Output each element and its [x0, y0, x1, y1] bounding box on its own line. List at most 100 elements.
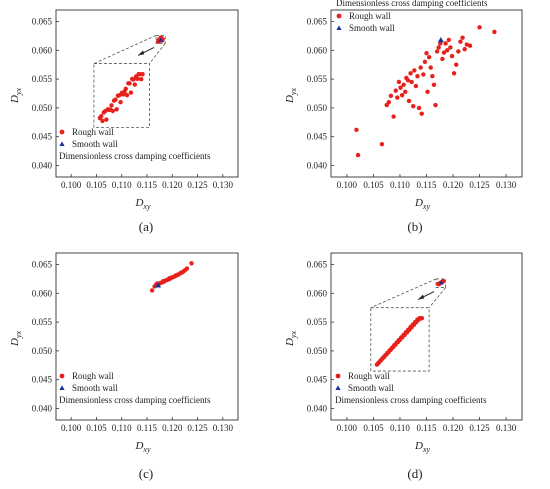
rough-wall-point	[396, 79, 402, 85]
legend-smooth-label: Smooth wall	[72, 139, 118, 149]
x-tick-label: 0.120	[443, 423, 464, 433]
y-axis-label-main: D	[9, 95, 21, 104]
y-tick-label: 0.065	[32, 17, 53, 27]
rough-wall-point	[449, 53, 455, 59]
rough-wall-point	[393, 88, 398, 93]
y-axis-label-main: D	[9, 338, 21, 347]
zoom-arrow-head	[418, 294, 425, 300]
x-tick-label: 0.130	[496, 423, 517, 433]
zoom-connector	[370, 278, 437, 309]
chart-legend: Rough wall Smooth wall Dimensionless cross…	[336, 0, 488, 33]
zoom-arrow-head	[138, 50, 145, 56]
smooth-wall-point	[155, 282, 162, 288]
rough-wall-point	[446, 37, 451, 43]
x-tick-label: 0.130	[213, 423, 234, 433]
x-tick-label: 0.125	[187, 423, 208, 433]
x-tick-label: 0.105	[86, 423, 107, 433]
legend-rough-label: Rough wall	[72, 127, 114, 137]
rough-wall-point	[110, 108, 116, 114]
rough-wall-point	[460, 35, 465, 40]
y-tick-label: 0.045	[307, 375, 328, 385]
rough-wall-point	[184, 266, 190, 271]
rough-wall-point	[118, 99, 123, 105]
y-axis-label-sub: yx	[289, 331, 298, 340]
chart-panel-a: 0.100 0.105 0.110 0.115 0.120 0.125 0.130 0.040…	[9, 9, 239, 234]
rough-wall-point	[419, 111, 424, 116]
y-tick-label: 0.045	[32, 132, 53, 142]
rough-wall-point	[477, 25, 482, 30]
rough-wall-point	[354, 127, 359, 132]
rough-wall-point	[149, 288, 155, 293]
smooth-wall-point	[335, 385, 341, 390]
panel-caption: (c)	[139, 466, 153, 481]
rough-wall-point	[416, 105, 422, 111]
legend-title: Dimensionless cross damping coefficients	[59, 395, 211, 405]
legend-title: Dimensionless cross damping coefficients	[335, 395, 487, 405]
rough-wall-point	[419, 316, 425, 321]
rough-wall-point	[100, 118, 105, 124]
zoom-source-box	[435, 278, 446, 288]
rough-wall-point	[448, 45, 453, 50]
legend-rough-marker	[336, 13, 342, 19]
chart-panel-b: 0.100 0.105 0.110 0.115 0.120 0.125 0.130 0.040…	[284, 0, 523, 234]
smooth-wall-point	[336, 25, 342, 30]
panel-caption: (b)	[407, 219, 422, 234]
smooth-wall-point	[59, 141, 65, 146]
y-tick-label: 0.050	[32, 103, 53, 113]
x-axis-label-sub: xy	[422, 445, 431, 454]
rough-wall-point	[440, 56, 445, 62]
y-tick-label: 0.045	[307, 132, 328, 142]
rough-wall-point	[403, 89, 408, 94]
rough-wall-point	[426, 55, 432, 60]
y-axis-label: Dyx	[9, 88, 23, 105]
y-tick-label: 0.055	[307, 74, 328, 84]
rough-wall-point	[167, 276, 172, 281]
rough-wall-point	[131, 77, 136, 82]
rough-wall-point	[391, 114, 396, 119]
y-axis-label-sub: yx	[289, 88, 298, 97]
x-axis-label-sub: xy	[142, 202, 151, 211]
rough-wall-point	[132, 82, 138, 87]
x-tick-label: 0.120	[162, 180, 183, 190]
rough-wall-point	[401, 82, 406, 88]
y-tick-label: 0.050	[307, 346, 328, 356]
x-axis-label-main: D	[414, 197, 423, 209]
y-axis-label-sub: yx	[14, 88, 23, 97]
rough-wall-point	[431, 82, 437, 88]
x-tick-label: 0.105	[363, 423, 384, 433]
legend-rough-label: Rough wall	[349, 11, 391, 21]
rough-wall-point	[123, 86, 128, 92]
smooth-wall-point	[437, 36, 444, 43]
zoom-inset-box	[93, 63, 150, 128]
rough-wall-point	[386, 99, 392, 105]
zoom-connector	[428, 287, 446, 308]
chart-legend: Rough wall Smooth wall Dimensionless cross…	[335, 371, 487, 405]
rough-wall-point	[408, 71, 413, 76]
rough-wall-point	[406, 98, 412, 104]
rough-wall-point	[492, 29, 497, 35]
y-tick-label: 0.065	[307, 17, 328, 27]
rough-wall-point	[398, 85, 403, 90]
rough-wall-point	[467, 43, 473, 48]
x-axis-label: Dxy	[414, 197, 431, 211]
smooth-wall-point	[158, 37, 164, 42]
x-tick-label: 0.105	[363, 180, 384, 190]
x-tick-label: 0.130	[213, 180, 234, 190]
x-tick-label: 0.115	[137, 180, 157, 190]
x-tick-label: 0.100	[61, 180, 82, 190]
rough-wall-point	[173, 273, 178, 279]
y-tick-label: 0.040	[32, 403, 53, 413]
y-axis-label: Dyx	[9, 331, 23, 348]
rough-wall-point	[388, 93, 394, 99]
x-tick-label: 0.110	[112, 423, 132, 433]
rough-wall-point	[127, 81, 132, 86]
x-tick-label: 0.120	[162, 423, 183, 433]
panel-caption: (d)	[407, 466, 422, 481]
rough-wall-point	[411, 103, 416, 109]
x-tick-label: 0.115	[417, 180, 437, 190]
rough-wall-point	[415, 74, 420, 79]
rough-wall-point	[422, 59, 428, 65]
x-tick-label: 0.125	[469, 180, 490, 190]
rough-wall-point	[444, 48, 450, 53]
rough-wall-point	[405, 78, 411, 83]
